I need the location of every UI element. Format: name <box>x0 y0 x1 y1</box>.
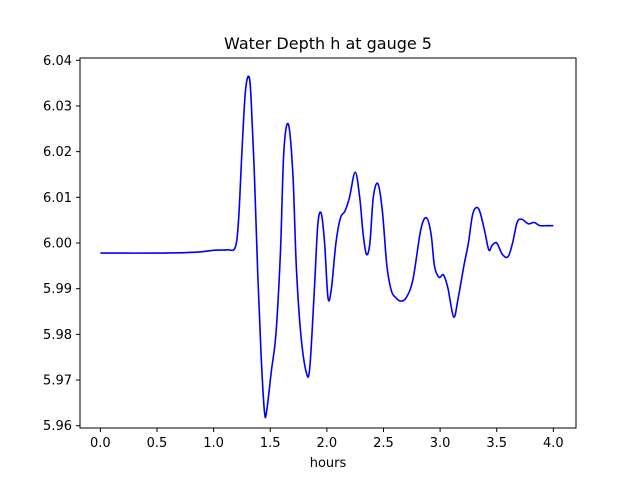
x-tick-label: 1.0 <box>203 436 224 451</box>
x-tick-label: 1.5 <box>260 436 281 451</box>
x-tick-label: 0.0 <box>90 436 111 451</box>
y-tick-label: 5.99 <box>43 282 72 297</box>
x-tick-label: 2.0 <box>317 436 338 451</box>
chart-title: Water Depth h at gauge 5 <box>224 34 432 53</box>
y-tick-label: 6.00 <box>43 237 72 252</box>
x-tick-label: 3.5 <box>486 436 507 451</box>
y-axis: 5.96 5.97 5.98 5.99 6.00 6.01 6.02 6.03 6.04 <box>43 54 80 434</box>
x-axis-label: hours <box>310 456 347 471</box>
y-tick-label: 5.98 <box>43 328 72 343</box>
y-tick-label: 6.02 <box>43 145 72 160</box>
x-tick-label: 0.5 <box>147 436 168 451</box>
x-tick-label: 4.0 <box>543 436 564 451</box>
y-tick-label: 6.04 <box>43 54 72 69</box>
x-tick-label: 3.0 <box>430 436 451 451</box>
y-tick-label: 6.03 <box>43 99 72 114</box>
x-axis: 0.0 0.5 1.0 1.5 2.0 2.5 3.0 3.5 4.0 <box>90 428 564 451</box>
y-tick-label: 5.96 <box>43 419 72 434</box>
x-tick-label: 2.5 <box>373 436 394 451</box>
series-line <box>100 75 554 419</box>
y-tick-label: 5.97 <box>43 374 72 389</box>
y-tick-label: 6.01 <box>43 191 72 206</box>
plot-area <box>100 75 554 419</box>
